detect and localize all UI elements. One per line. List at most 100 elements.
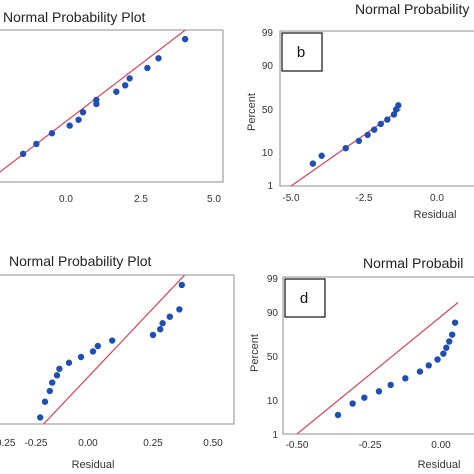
data-point (377, 120, 384, 128)
panel-c-x-tick: -0.25 (25, 438, 48, 449)
panel-d-frame (282, 276, 474, 435)
panel-b-y-tick: 1 (267, 181, 273, 192)
data-point (416, 368, 424, 375)
data-point (46, 387, 53, 395)
data-point (349, 400, 356, 407)
panel-d-x-tick: 0.00 (431, 440, 451, 451)
panel-d-x-tick: -0.25 (359, 440, 382, 451)
panel-c-x-tick: 0.25 (143, 438, 163, 449)
data-point (178, 281, 185, 289)
data-point (65, 359, 73, 366)
panel-b-x-ticks: -5.0 -2.5 0.0 (282, 193, 444, 204)
panel-a-x-ticks: 0.0 2.5 5.0 (59, 194, 221, 205)
panel-d-title: Normal Probabil (363, 255, 463, 271)
data-point (181, 35, 189, 43)
panel-d-x-tick: -0.50 (286, 440, 309, 451)
data-point (309, 160, 317, 167)
panel-b-x-tick: -5.0 (282, 193, 300, 204)
panel-c-x-tick: -0.25 (0, 438, 16, 449)
data-point (89, 348, 97, 355)
panel-c: Normal Probability Plot -0.25 -0.25 0.00… (0, 253, 235, 471)
panel-d-points (334, 319, 459, 419)
data-point (384, 116, 391, 123)
data-point (402, 375, 409, 382)
data-point (159, 320, 166, 327)
panel-d-x-ticks: -0.50 -0.25 0.00 (286, 440, 452, 451)
panel-b-points (309, 102, 402, 167)
panel-b-x-tick: 0.0 (430, 193, 444, 204)
panel-d-y-tick: 50 (267, 352, 279, 363)
panel-c-x-ticks: -0.25 -0.25 0.00 0.25 0.50 (0, 438, 223, 449)
panel-a: Normal Probability Plot 0.0 2.5 5.0 (0, 9, 224, 205)
panel-c-x-tick: 0.50 (203, 438, 223, 449)
panel-d-fit-line (296, 302, 459, 434)
panel-b: Normal Probability Plot b Percent 1 10 5… (246, 1, 474, 221)
data-point (390, 111, 398, 118)
panel-b-y-tick: 50 (262, 105, 274, 116)
data-point (342, 144, 349, 152)
panel-a-fit-line (0, 30, 187, 173)
data-point (451, 319, 459, 326)
panel-d-y-ticks: 1 10 50 90 99 (267, 274, 279, 441)
panel-b-frame (279, 30, 474, 187)
data-point (41, 398, 49, 405)
data-point (318, 152, 325, 159)
data-point (49, 379, 56, 386)
data-point (122, 82, 129, 89)
panel-d-y-tick: 90 (267, 308, 279, 319)
panel-c-x-tick: 0.00 (78, 438, 98, 449)
panel-d-y-tick: 1 (272, 430, 278, 441)
panel-a-x-tick: 2.5 (134, 194, 148, 205)
panel-b-y-axis-label: Percent (246, 93, 258, 131)
panel-b-x-tick: -2.5 (355, 193, 373, 204)
data-point (66, 122, 73, 129)
data-point (94, 342, 102, 350)
data-point (448, 331, 456, 338)
data-point (109, 337, 116, 344)
data-point (56, 365, 63, 372)
data-point (75, 116, 82, 123)
data-point (440, 350, 447, 357)
data-point (334, 411, 342, 419)
panel-c-title: Normal Probability Plot (9, 253, 151, 269)
panel-d-y-tick: 10 (267, 396, 279, 407)
data-point (443, 344, 450, 351)
panel-c-x-axis-label: Residual (72, 459, 115, 471)
data-point (371, 126, 378, 133)
data-point (395, 102, 402, 109)
data-point (149, 331, 157, 339)
panel-a-frame (0, 29, 224, 183)
panel-a-title: Normal Probability Plot (3, 9, 145, 25)
data-point (77, 353, 85, 361)
data-point (155, 55, 162, 62)
data-point (434, 356, 441, 363)
panel-b-x-axis-label: Residual (414, 209, 457, 221)
data-point (144, 64, 151, 72)
data-point (446, 338, 453, 345)
panel-b-title: Normal Probability Plot (355, 1, 474, 17)
panel-a-x-tick: 0.0 (59, 194, 73, 205)
panel-d-y-tick: 99 (267, 274, 279, 285)
panel-b-label-box (281, 32, 323, 72)
data-point (425, 362, 432, 369)
data-point (37, 414, 44, 421)
panel-d-label-box (284, 278, 326, 318)
panel-b-y-tick: 10 (262, 148, 274, 159)
panel-c-frame (0, 274, 235, 425)
data-point (387, 381, 394, 389)
panel-b-y-ticks: 1 10 50 90 99 (262, 28, 274, 192)
data-point (361, 394, 368, 401)
data-point (355, 137, 363, 145)
data-point (53, 372, 61, 379)
data-point (166, 313, 173, 320)
panel-a-x-tick: 5.0 (207, 194, 221, 205)
data-point (48, 130, 56, 137)
data-point (176, 306, 183, 313)
panel-d-label: d (300, 290, 308, 307)
panel-a-points (19, 35, 189, 158)
panel-b-y-tick: 99 (262, 28, 274, 39)
data-point (364, 131, 371, 139)
panel-b-y-tick: 90 (262, 61, 274, 72)
panel-d: Normal Probabil d Percent 1 10 50 90 99 … (249, 255, 474, 471)
